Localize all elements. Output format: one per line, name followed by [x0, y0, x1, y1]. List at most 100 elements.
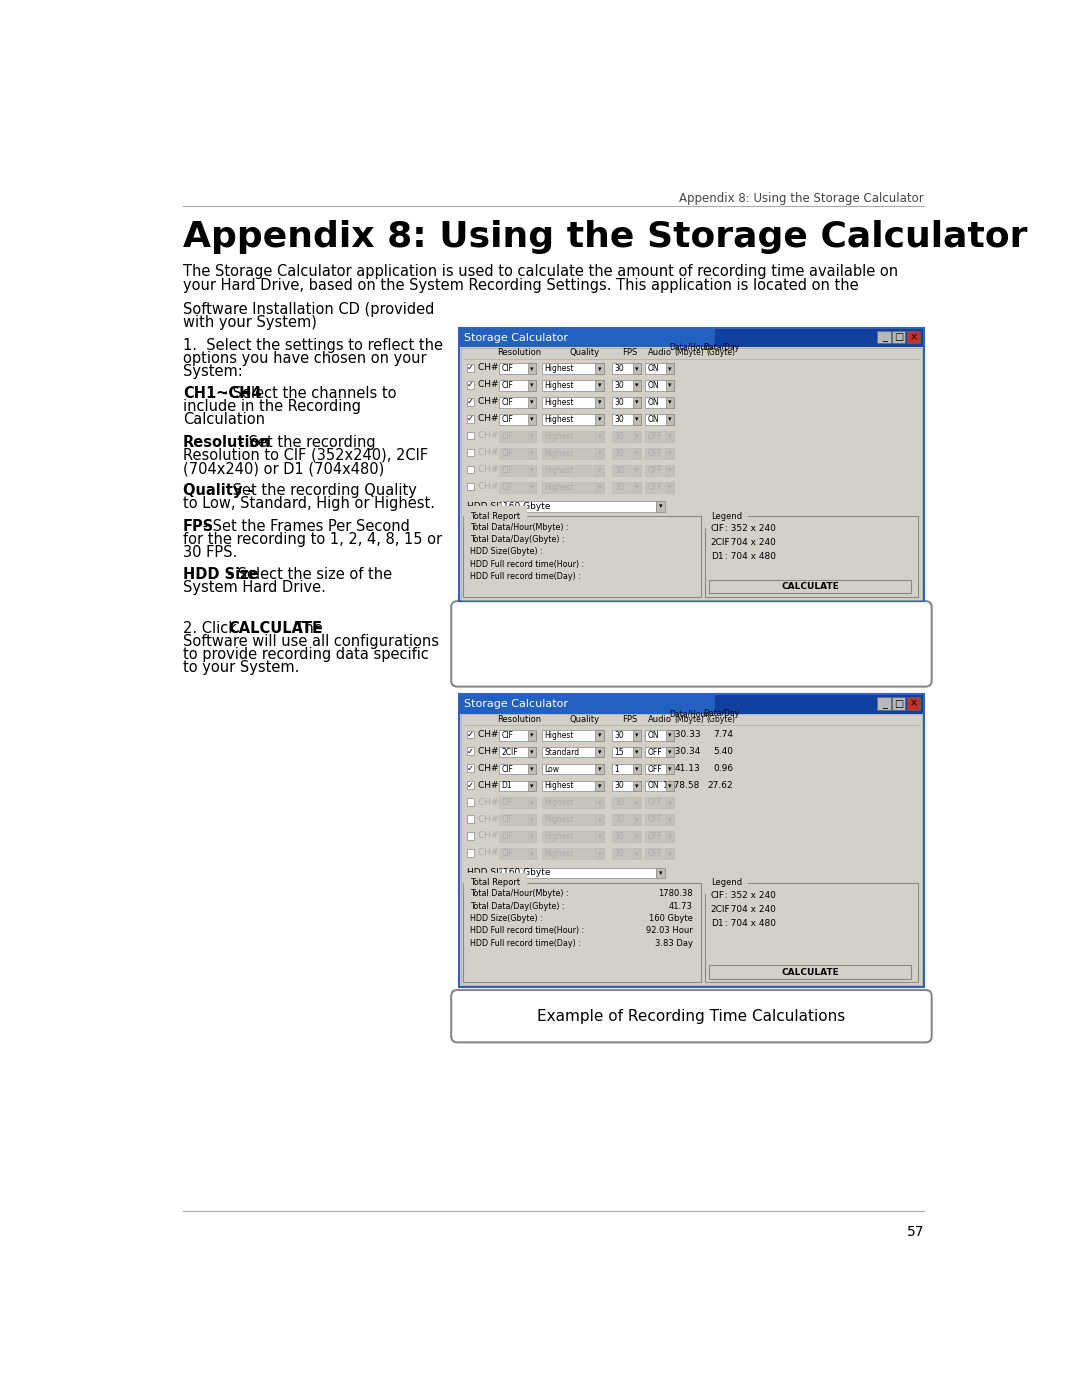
- Text: your Hard Drive, based on the System Recording Settings. This application is loc: your Hard Drive, based on the System Rec…: [183, 278, 859, 293]
- Text: CIF: CIF: [711, 524, 725, 534]
- Bar: [542, 798, 604, 809]
- Bar: [542, 482, 604, 493]
- Bar: [611, 729, 642, 740]
- Text: CIF: CIF: [501, 381, 513, 390]
- Text: ▾: ▾: [669, 834, 672, 840]
- Text: ▾: ▾: [635, 800, 638, 806]
- Text: 30: 30: [613, 833, 624, 841]
- Text: Appendix 8: Using the Storage Calculator: Appendix 8: Using the Storage Calculator: [183, 219, 1027, 254]
- Bar: [666, 414, 674, 425]
- Bar: [633, 848, 642, 859]
- Text: - Select the channels to: - Select the channels to: [218, 387, 396, 401]
- Text: ▾: ▾: [635, 817, 638, 823]
- Bar: [499, 814, 537, 826]
- Text: ▾: ▾: [635, 766, 638, 773]
- Bar: [460, 328, 923, 346]
- Bar: [666, 380, 674, 391]
- Bar: [528, 781, 537, 791]
- Bar: [666, 363, 674, 374]
- Bar: [499, 397, 537, 408]
- Text: CIF: CIF: [501, 764, 513, 774]
- Text: CH1~CH4: CH1~CH4: [183, 387, 261, 401]
- Bar: [499, 746, 537, 757]
- Text: ▾: ▾: [669, 450, 672, 457]
- Text: Resolution: Resolution: [497, 715, 541, 724]
- Bar: [611, 397, 642, 408]
- Bar: [542, 414, 604, 425]
- Text: (Mbyte): (Mbyte): [674, 348, 704, 358]
- Text: Resolution: Resolution: [183, 434, 271, 450]
- Text: □: □: [894, 698, 903, 708]
- Bar: [542, 729, 604, 740]
- Bar: [595, 746, 604, 757]
- Text: Storage Calculator: Storage Calculator: [464, 332, 568, 342]
- Bar: [645, 448, 674, 458]
- Text: ▾: ▾: [530, 851, 534, 856]
- Bar: [463, 883, 701, 982]
- Text: : 352 x 240: : 352 x 240: [721, 891, 775, 900]
- Text: ▾: ▾: [598, 416, 602, 422]
- Text: 30: 30: [613, 365, 624, 373]
- Bar: [633, 814, 642, 826]
- Text: ▾: ▾: [635, 782, 638, 789]
- Bar: [666, 482, 674, 493]
- Bar: [666, 814, 674, 826]
- Text: 160 Gbyte: 160 Gbyte: [649, 914, 693, 923]
- Text: ▾: ▾: [598, 782, 602, 789]
- Text: ▾: ▾: [635, 433, 638, 440]
- Bar: [460, 348, 922, 599]
- Text: ▾: ▾: [635, 383, 638, 388]
- Text: OFF: OFF: [647, 747, 662, 757]
- Text: Highest: Highest: [544, 381, 573, 390]
- Text: CIF: CIF: [501, 432, 513, 441]
- Text: Quality: Quality: [569, 348, 599, 358]
- Bar: [666, 798, 674, 809]
- Text: 30: 30: [613, 816, 624, 824]
- Bar: [528, 848, 537, 859]
- Text: ▾: ▾: [530, 383, 534, 388]
- Text: □: □: [894, 332, 903, 342]
- Bar: [467, 833, 474, 840]
- Text: 57: 57: [906, 1225, 924, 1239]
- Text: 30: 30: [613, 799, 624, 807]
- Text: Appendix 8: Using the Storage Calculator: Appendix 8: Using the Storage Calculator: [679, 191, 924, 205]
- Text: 30: 30: [613, 398, 624, 407]
- Text: HDD Full record time(Day) :: HDD Full record time(Day) :: [470, 571, 581, 581]
- Text: System Hard Drive.: System Hard Drive.: [183, 580, 326, 595]
- Text: OFF: OFF: [647, 816, 662, 824]
- Bar: [595, 380, 604, 391]
- Bar: [467, 482, 474, 490]
- Bar: [710, 580, 910, 594]
- Text: (704x240) or D1 (704x480): (704x240) or D1 (704x480): [183, 461, 384, 476]
- Text: CALCULATE: CALCULATE: [781, 968, 839, 977]
- Text: : 704 x 240: : 704 x 240: [721, 905, 775, 914]
- Text: ▾: ▾: [635, 485, 638, 490]
- Text: CH# 7: CH# 7: [477, 831, 507, 841]
- Bar: [467, 398, 474, 405]
- Text: ▾: ▾: [669, 485, 672, 490]
- Text: ✓: ✓: [467, 363, 474, 373]
- Text: ▾: ▾: [598, 400, 602, 405]
- Text: ▾: ▾: [669, 817, 672, 823]
- Text: ▾: ▾: [669, 732, 672, 738]
- Text: . The: . The: [286, 622, 323, 636]
- Text: : 352 x 240: : 352 x 240: [721, 524, 775, 534]
- Bar: [611, 448, 642, 458]
- Bar: [459, 694, 924, 986]
- Text: ×: ×: [909, 332, 918, 342]
- Bar: [645, 746, 674, 757]
- Text: OFF: OFF: [647, 849, 662, 858]
- FancyBboxPatch shape: [451, 601, 932, 686]
- Text: 41.13: 41.13: [675, 764, 701, 773]
- Text: ▾: ▾: [669, 782, 672, 789]
- Text: CH# 3: CH# 3: [477, 397, 507, 407]
- Text: ▾: ▾: [598, 766, 602, 773]
- Bar: [611, 465, 642, 475]
- Bar: [645, 432, 674, 441]
- Text: Calculation: Calculation: [183, 412, 265, 427]
- Bar: [645, 848, 674, 859]
- Text: CIF: CIF: [501, 465, 513, 475]
- Text: CIF: CIF: [501, 415, 513, 423]
- Text: ▾: ▾: [530, 800, 534, 806]
- Bar: [460, 696, 923, 714]
